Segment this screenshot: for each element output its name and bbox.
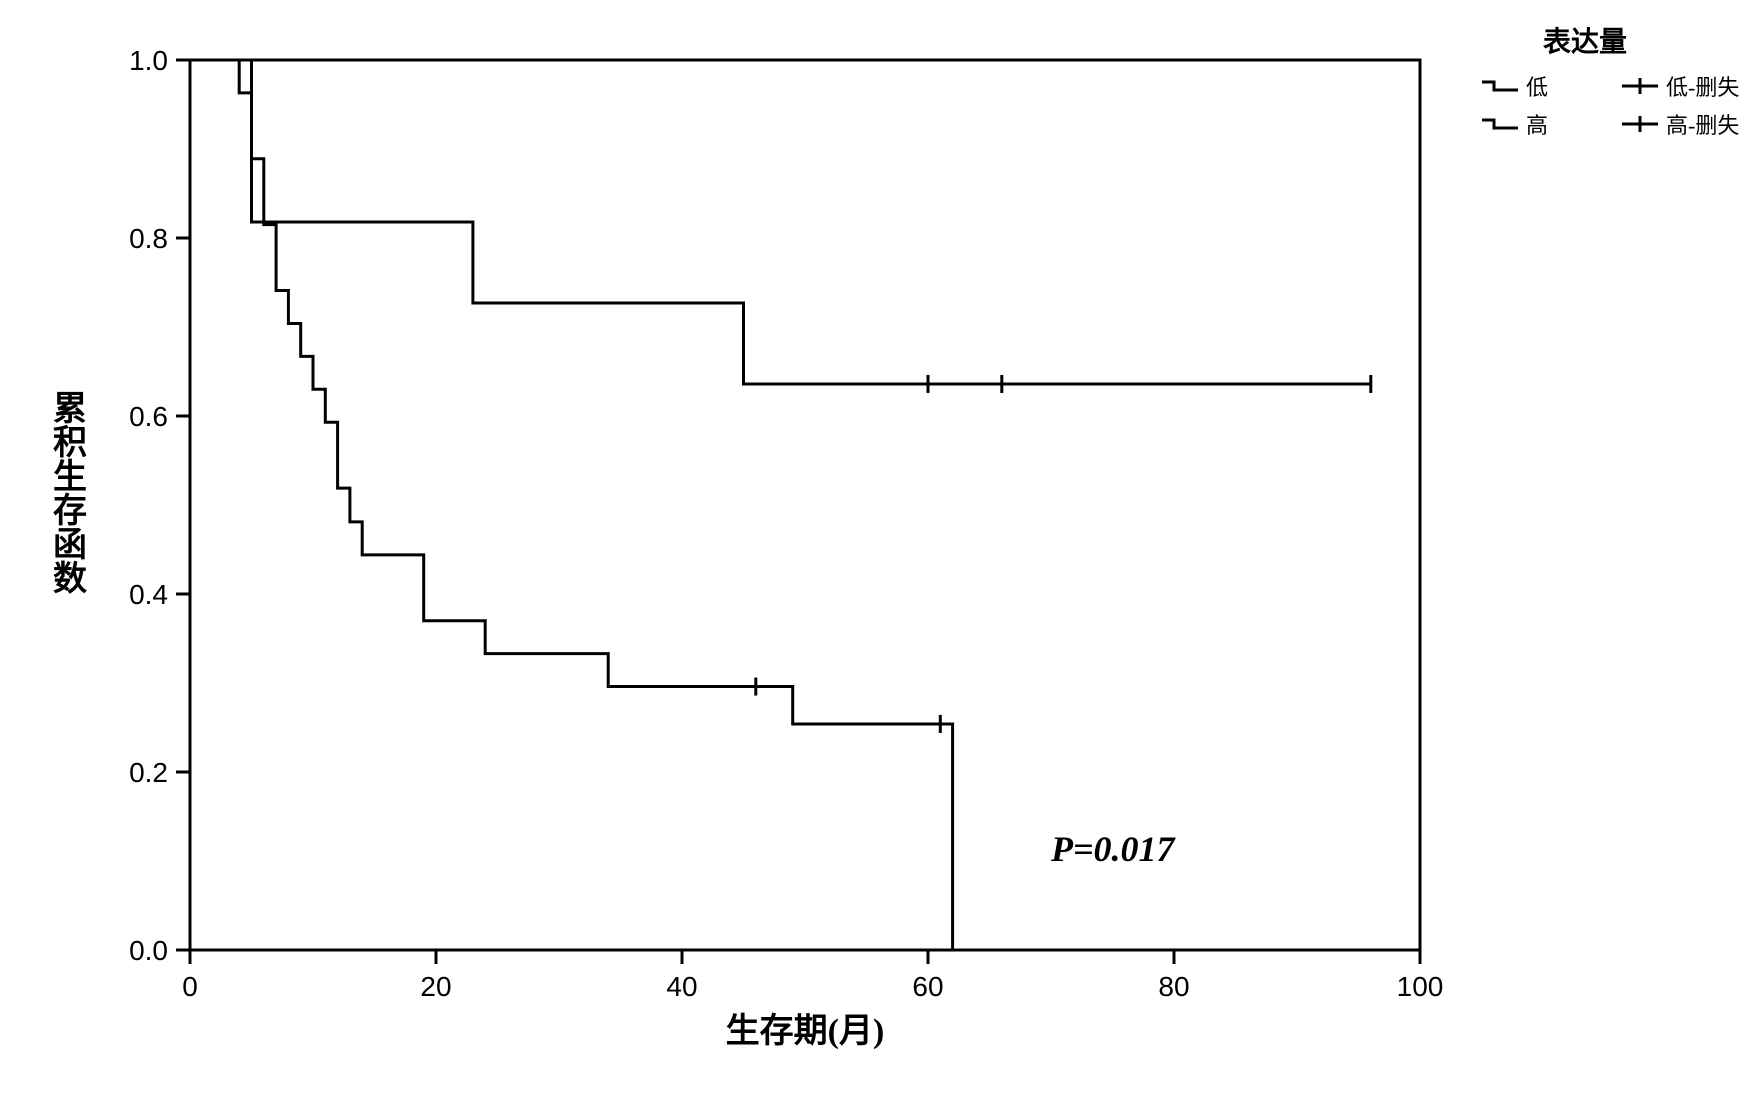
svg-text:生存期(月): 生存期(月) <box>726 1012 885 1050</box>
svg-text:0.0: 0.0 <box>129 935 168 966</box>
page: 0 20 40 60 80 100 0.0 0.2 0.4 0.6 0.8 1.0 生存期(月) 累积生存… <box>0 0 1760 1120</box>
svg-text:100: 100 <box>1397 971 1444 1002</box>
svg-text:20: 20 <box>420 971 451 1002</box>
legend-title: 表达量 <box>1480 20 1690 60</box>
legend-item-high: 高 <box>1480 108 1620 140</box>
legend-label-high-censored: 高-删失 <box>1666 108 1739 140</box>
survival-chart: 0 20 40 60 80 100 0.0 0.2 0.4 0.6 0.8 1.0 生存期(月) 累积生存… <box>20 20 1460 1105</box>
svg-text:累积生存函数: 累积生存函数 <box>53 391 87 598</box>
svg-text:P=0.017: P=0.017 <box>1050 829 1177 869</box>
chart-svg: 0 20 40 60 80 100 0.0 0.2 0.4 0.6 0.8 1.0 生存期(月) 累积生存… <box>20 20 1460 1100</box>
legend-item-low-censored: 低-删失 <box>1620 70 1760 102</box>
legend-item-high-censored: 高-删失 <box>1620 108 1760 140</box>
svg-text:0.2: 0.2 <box>129 757 168 788</box>
svg-text:0: 0 <box>182 971 198 1002</box>
svg-text:60: 60 <box>912 971 943 1002</box>
legend-swatch-high-cross-icon <box>1620 114 1660 134</box>
legend-row-2: 高 高-删失 <box>1480 108 1760 140</box>
svg-text:0.8: 0.8 <box>129 223 168 254</box>
legend-swatch-high-step-icon <box>1480 114 1520 134</box>
legend-label-low-censored: 低-删失 <box>1666 70 1739 102</box>
svg-text:0.4: 0.4 <box>129 579 168 610</box>
svg-text:0.6: 0.6 <box>129 401 168 432</box>
legend: 表达量 低 低-删失 高 <box>1480 20 1760 146</box>
legend-row-1: 低 低-删失 <box>1480 70 1760 102</box>
legend-swatch-low-step-icon <box>1480 76 1520 96</box>
svg-text:80: 80 <box>1158 971 1189 1002</box>
legend-swatch-low-cross-icon <box>1620 76 1660 96</box>
legend-label-high: 高 <box>1526 108 1548 140</box>
svg-text:40: 40 <box>666 971 697 1002</box>
svg-text:1.0: 1.0 <box>129 45 168 76</box>
legend-item-low: 低 <box>1480 70 1620 102</box>
legend-label-low: 低 <box>1526 70 1548 102</box>
